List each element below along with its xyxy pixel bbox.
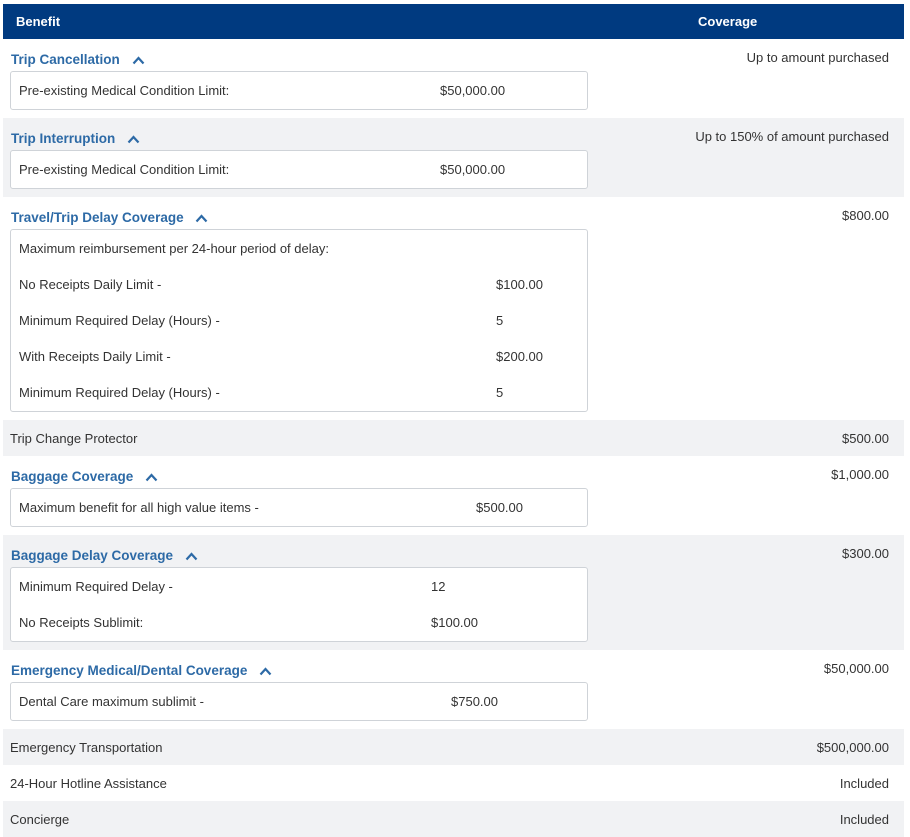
detail-box: Pre-existing Medical Condition Limit: $5…: [10, 150, 588, 189]
benefit-title: Travel/Trip Delay Coverage: [11, 210, 184, 225]
benefit-title: 24-Hour Hotline Assistance: [10, 776, 167, 791]
detail-label: Pre-existing Medical Condition Limit:: [19, 83, 230, 98]
benefit-row-emergency-transportation: Emergency Transportation $500,000.00: [3, 729, 904, 765]
detail-label: No Receipts Daily Limit -: [19, 277, 162, 292]
benefits-table: Benefit Coverage Trip Cancellation Up to…: [3, 4, 904, 837]
detail-value: $500.00: [476, 500, 523, 515]
detail-value: $50,000.00: [440, 83, 506, 98]
detail-box: Pre-existing Medical Condition Limit: $5…: [10, 71, 588, 110]
detail-value: 5: [496, 313, 504, 328]
coverage-value: Included: [839, 812, 889, 827]
chevron-up-icon: [145, 473, 158, 482]
detail-box: Dental Care maximum sublimit - $750.00: [10, 682, 588, 721]
detail-value: $100.00: [496, 277, 543, 292]
detail-label: Maximum benefit for all high value items…: [19, 500, 259, 515]
table-header: Benefit Coverage: [3, 4, 904, 39]
coverage-value: $1,000.00: [831, 467, 889, 482]
benefit-row-hotline: 24-Hour Hotline Assistance Included: [3, 765, 904, 801]
detail-label: With Receipts Daily Limit -: [19, 349, 171, 364]
coverage-value: $300.00: [842, 546, 889, 561]
detail-value: 5: [496, 385, 504, 400]
chevron-up-icon: [196, 214, 208, 223]
detail-label: Pre-existing Medical Condition Limit:: [19, 162, 230, 177]
chevron-up-icon: [259, 667, 272, 676]
coverage-value: $800.00: [842, 208, 889, 223]
benefit-row-trip-delay: Travel/Trip Delay Coverage $800.00 Maxim…: [3, 197, 904, 420]
coverage-column-header: Coverage: [698, 14, 758, 29]
benefit-title: Trip Change Protector: [10, 431, 138, 446]
benefit-row-baggage-delay: Baggage Delay Coverage $300.00 Minimum R…: [3, 535, 904, 650]
benefit-row-concierge: Concierge Included: [3, 801, 904, 837]
detail-box: Maximum benefit for all high value items…: [10, 488, 588, 527]
baggage-delay-toggle[interactable]: Baggage Delay Coverage: [11, 548, 198, 563]
emergency-medical-toggle[interactable]: Emergency Medical/Dental Coverage: [11, 663, 272, 678]
coverage-value: Up to amount purchased: [746, 50, 889, 65]
benefit-row-emergency-medical: Emergency Medical/Dental Coverage $50,00…: [3, 650, 904, 729]
baggage-coverage-toggle[interactable]: Baggage Coverage: [11, 469, 158, 484]
coverage-value: $500,000.00: [816, 740, 889, 755]
benefit-title: Emergency Transportation: [10, 740, 163, 755]
trip-delay-toggle[interactable]: Travel/Trip Delay Coverage: [11, 210, 208, 225]
coverage-value: $50,000.00: [823, 661, 889, 676]
detail-value: $750.00: [451, 694, 498, 709]
detail-box: Maximum reimbursement per 24-hour period…: [10, 229, 588, 412]
detail-value: $200.00: [496, 349, 543, 364]
detail-value: $50,000.00: [440, 162, 506, 177]
trip-cancellation-toggle[interactable]: Trip Cancellation: [11, 52, 145, 67]
benefit-title: Baggage Coverage: [11, 469, 134, 484]
detail-note: Maximum reimbursement per 24-hour period…: [19, 241, 329, 256]
detail-label: Minimum Required Delay -: [19, 579, 173, 594]
detail-label: Minimum Required Delay (Hours) -: [19, 385, 220, 400]
detail-box: Minimum Required Delay - 12 No Receipts …: [10, 567, 588, 642]
chevron-up-icon: [127, 135, 140, 144]
benefit-column-header: Benefit: [16, 14, 61, 29]
trip-interruption-toggle[interactable]: Trip Interruption: [11, 131, 140, 146]
benefit-row-trip-interruption: Trip Interruption Up to 150% of amount p…: [3, 118, 904, 197]
detail-label: No Receipts Sublimit:: [19, 615, 144, 630]
benefit-title: Emergency Medical/Dental Coverage: [11, 663, 248, 678]
coverage-value: Included: [839, 776, 889, 791]
benefit-title: Concierge: [10, 812, 70, 827]
detail-label: Minimum Required Delay (Hours) -: [19, 313, 220, 328]
chevron-up-icon: [185, 552, 198, 561]
coverage-value: $500.00: [842, 431, 889, 446]
benefit-title: Baggage Delay Coverage: [11, 548, 174, 563]
benefit-title: Trip Cancellation: [11, 52, 120, 67]
benefit-row-baggage-coverage: Baggage Coverage $1,000.00 Maximum benef…: [3, 456, 904, 535]
benefit-row-trip-change-protector: Trip Change Protector $500.00: [3, 420, 904, 456]
detail-label: Dental Care maximum sublimit -: [19, 694, 204, 709]
benefit-title: Trip Interruption: [11, 131, 116, 146]
coverage-value: Up to 150% of amount purchased: [695, 129, 889, 144]
benefit-row-trip-cancellation: Trip Cancellation Up to amount purchased…: [3, 39, 904, 118]
chevron-up-icon: [132, 56, 144, 65]
detail-value: 12: [431, 579, 446, 594]
detail-value: $100.00: [431, 615, 478, 630]
